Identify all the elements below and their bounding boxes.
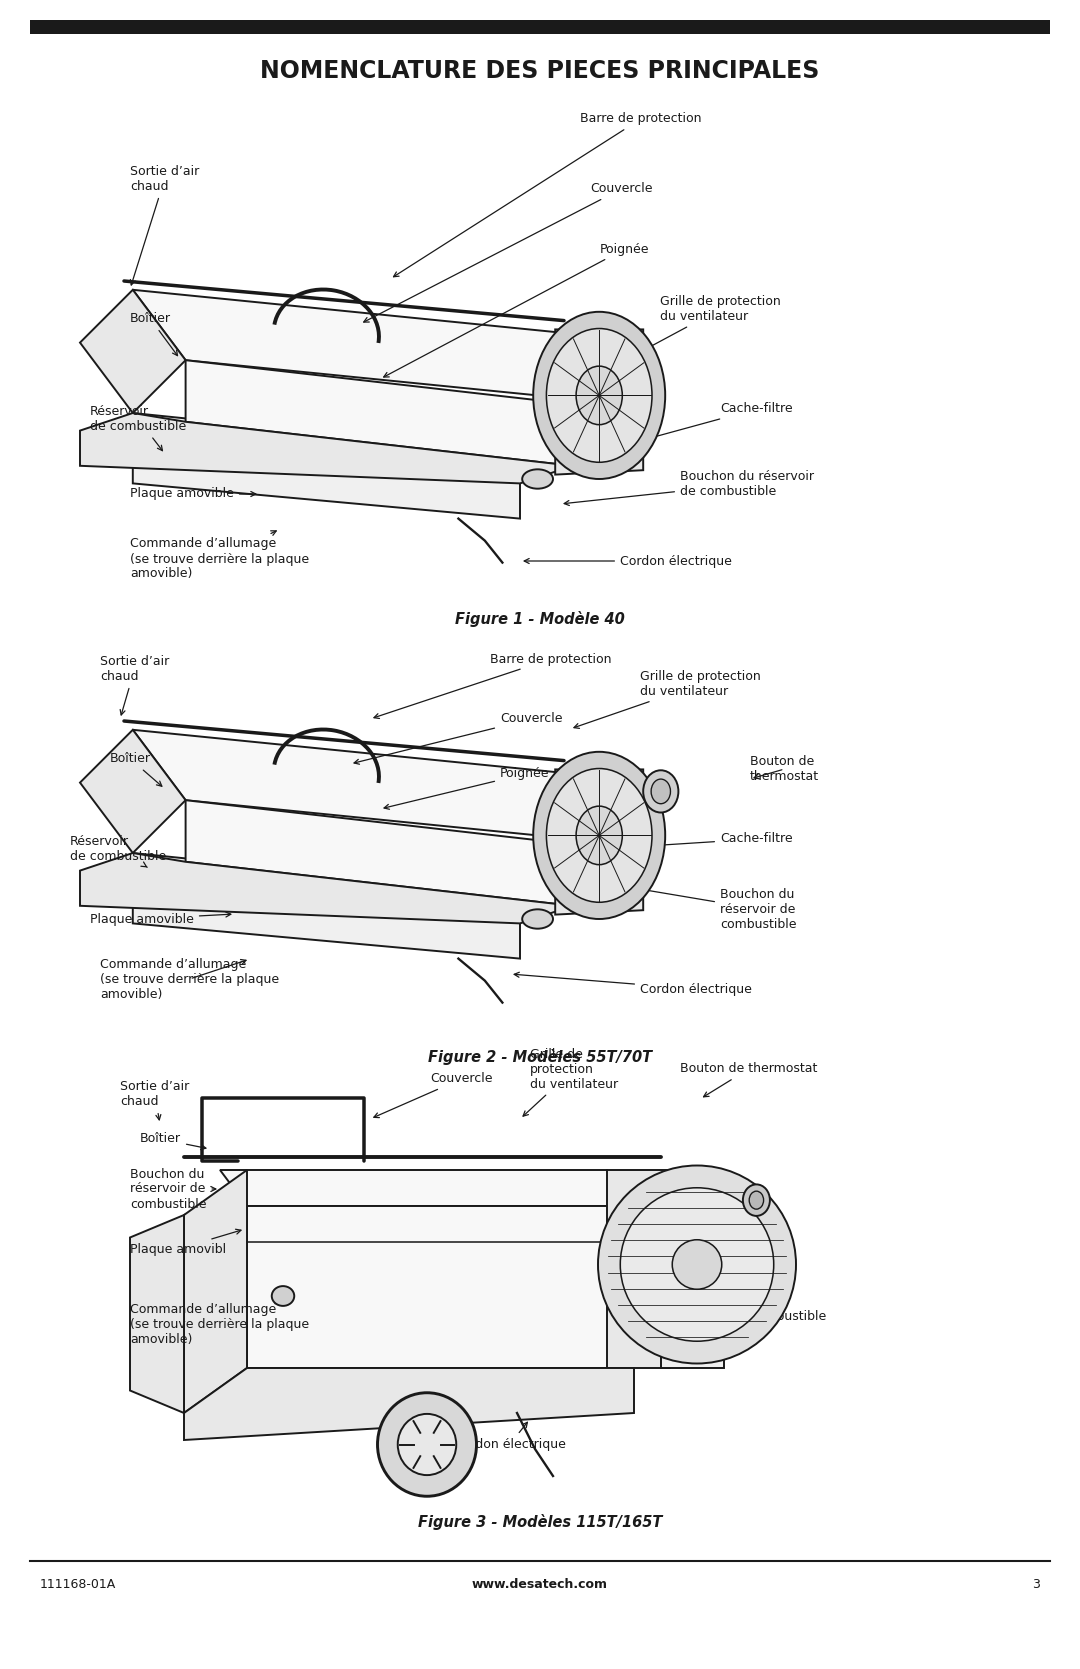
Ellipse shape xyxy=(644,771,678,813)
Polygon shape xyxy=(133,412,519,519)
Text: Poignée: Poignée xyxy=(384,768,550,809)
Text: Bouchon du
réservoir de
combustible: Bouchon du réservoir de combustible xyxy=(584,878,797,931)
Text: Bouchon du réservoir
de combustible: Bouchon du réservoir de combustible xyxy=(564,471,814,506)
Text: Boîtier: Boîtier xyxy=(130,312,177,355)
Ellipse shape xyxy=(672,1240,721,1288)
Ellipse shape xyxy=(750,1192,764,1208)
Ellipse shape xyxy=(743,1185,770,1217)
Text: 3: 3 xyxy=(1032,1577,1040,1591)
Text: Sortie d’air
chaud: Sortie d’air chaud xyxy=(130,165,199,285)
Ellipse shape xyxy=(534,751,665,920)
Ellipse shape xyxy=(576,806,622,865)
Text: Grille de protection
du ventilateur: Grille de protection du ventilateur xyxy=(573,669,760,728)
Text: Cache-filtre: Cache-filtre xyxy=(604,833,793,851)
Polygon shape xyxy=(130,1215,184,1414)
Text: Sortie d’air
chaud: Sortie d’air chaud xyxy=(120,1080,189,1120)
Text: Réservoir
de combustible: Réservoir de combustible xyxy=(730,1295,826,1324)
Polygon shape xyxy=(186,799,572,906)
Ellipse shape xyxy=(651,779,671,804)
Polygon shape xyxy=(80,290,186,412)
Polygon shape xyxy=(133,853,519,958)
Text: Boîtier: Boîtier xyxy=(110,753,162,786)
Text: Figure 3 - Modèles 115T/165T: Figure 3 - Modèles 115T/165T xyxy=(418,1514,662,1530)
Text: Couvercle: Couvercle xyxy=(364,182,652,322)
Text: Grille de protection
du ventilateur: Grille de protection du ventilateur xyxy=(594,295,781,377)
Ellipse shape xyxy=(598,1165,796,1364)
Text: Bouchon du
réservoir de
combustible: Bouchon du réservoir de combustible xyxy=(130,1168,216,1210)
Text: Plaque amovible: Plaque amovible xyxy=(90,911,231,926)
Text: Couvercle: Couvercle xyxy=(354,713,563,764)
Text: Poignée: Poignée xyxy=(383,242,649,377)
Ellipse shape xyxy=(378,1392,476,1495)
Text: Cordon électrique: Cordon électrique xyxy=(514,973,752,995)
Polygon shape xyxy=(220,1170,634,1207)
Text: Plaque amovible: Plaque amovible xyxy=(130,487,256,501)
Bar xyxy=(30,20,1050,33)
Ellipse shape xyxy=(523,910,553,928)
Text: Sortie d’air
chaud: Sortie d’air chaud xyxy=(100,654,170,714)
Text: Commande d’allumage
(se trouve derrière la plaque
amovible): Commande d’allumage (se trouve derrière … xyxy=(130,531,309,581)
Ellipse shape xyxy=(272,1287,294,1305)
Text: Barre de protection: Barre de protection xyxy=(374,653,611,718)
Text: Bouton de
thermostat: Bouton de thermostat xyxy=(750,754,819,783)
Text: Plaque amovibl: Plaque amovibl xyxy=(130,1230,241,1255)
Text: Commande d’allumage
(se trouve derrière la plaque
amovible): Commande d’allumage (se trouve derrière … xyxy=(130,1298,309,1345)
Text: NOMENCLATURE DES PIECES PRINCIPALES: NOMENCLATURE DES PIECES PRINCIPALES xyxy=(260,58,820,83)
Text: Boîtier: Boîtier xyxy=(140,1133,206,1150)
Polygon shape xyxy=(80,853,572,923)
Polygon shape xyxy=(661,1223,724,1369)
Text: Grille de
protection
du ventilateur: Grille de protection du ventilateur xyxy=(523,1048,618,1117)
Polygon shape xyxy=(555,769,644,915)
Ellipse shape xyxy=(534,312,665,479)
Polygon shape xyxy=(184,1369,634,1440)
Ellipse shape xyxy=(546,768,652,903)
Polygon shape xyxy=(247,1207,634,1369)
Text: Cordon électrique: Cordon électrique xyxy=(524,554,732,567)
Text: Bouton de thermostat: Bouton de thermostat xyxy=(680,1063,818,1097)
Text: Figure 1 - Modèle 40: Figure 1 - Modèle 40 xyxy=(455,611,625,628)
Polygon shape xyxy=(80,729,186,853)
Ellipse shape xyxy=(576,366,622,424)
Ellipse shape xyxy=(546,329,652,462)
Text: 111168-01A: 111168-01A xyxy=(40,1577,117,1591)
Text: Cordon électrique: Cordon électrique xyxy=(454,1422,566,1450)
Text: www.desatech.com: www.desatech.com xyxy=(472,1577,608,1591)
Text: Couvercle: Couvercle xyxy=(374,1073,492,1118)
Polygon shape xyxy=(607,1170,670,1369)
Polygon shape xyxy=(186,361,572,466)
Polygon shape xyxy=(133,729,625,845)
Ellipse shape xyxy=(620,1188,773,1342)
Text: Figure 2 - Modèles 55T/70T: Figure 2 - Modèles 55T/70T xyxy=(428,1050,652,1065)
Text: Réservoir
de combustible: Réservoir de combustible xyxy=(70,834,166,868)
Text: Barre de protection: Barre de protection xyxy=(393,112,702,277)
Text: Réservoir
de combustible: Réservoir de combustible xyxy=(90,406,186,451)
Text: Cache-filtre: Cache-filtre xyxy=(615,402,793,449)
Ellipse shape xyxy=(523,469,553,489)
Polygon shape xyxy=(133,290,625,404)
Polygon shape xyxy=(80,412,572,484)
Polygon shape xyxy=(555,329,644,474)
Polygon shape xyxy=(184,1170,247,1414)
Ellipse shape xyxy=(397,1414,456,1475)
Text: Commande d’allumage
(se trouve derrière la plaque
amovible): Commande d’allumage (se trouve derrière … xyxy=(100,958,279,1000)
